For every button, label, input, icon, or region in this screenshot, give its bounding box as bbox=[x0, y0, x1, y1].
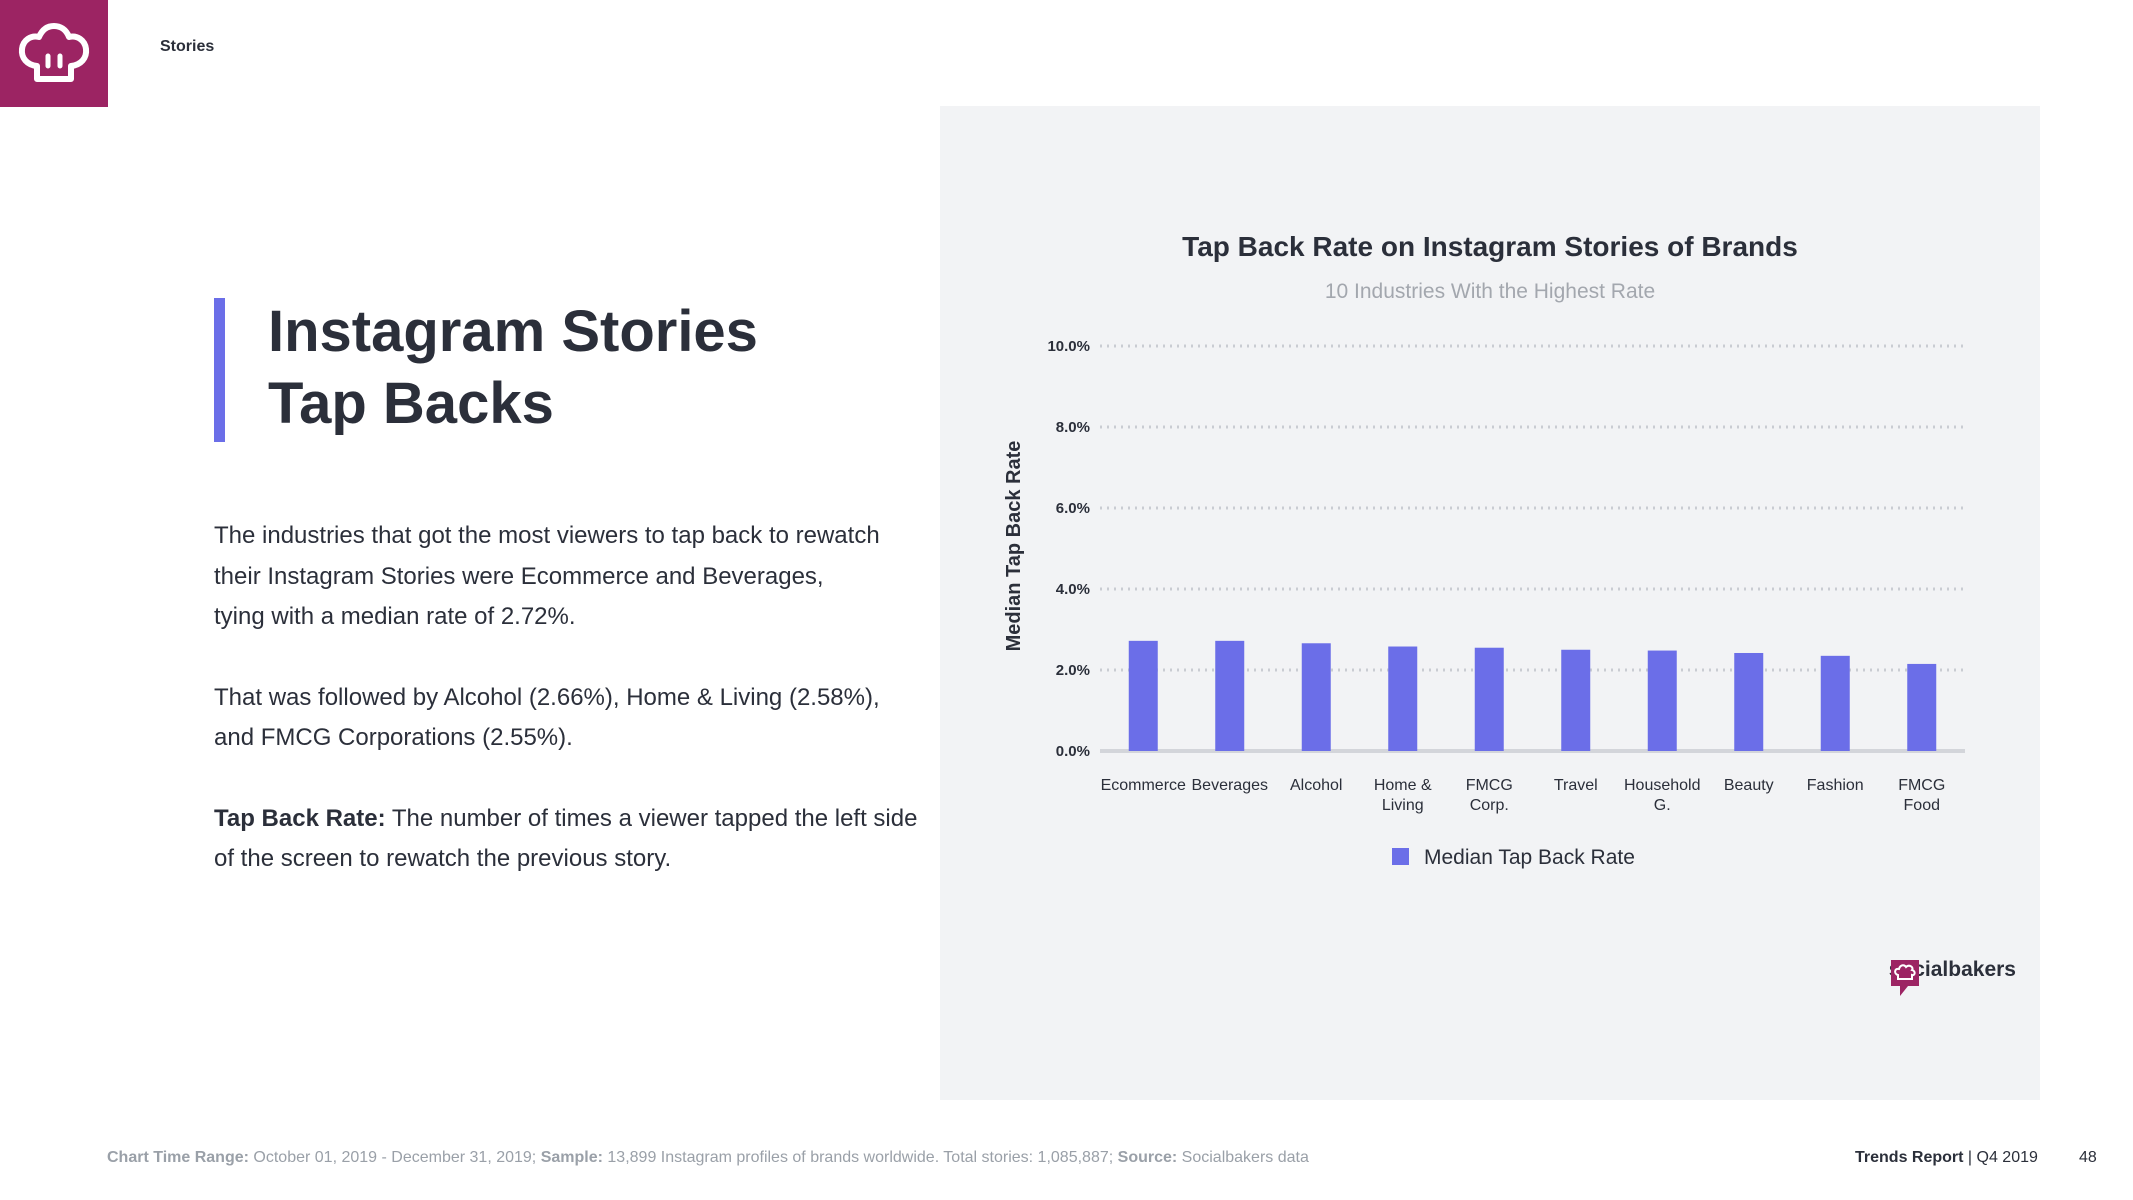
x-tick-label: Beauty bbox=[1724, 777, 1774, 794]
y-tick-label: 8.0% bbox=[1056, 419, 1090, 436]
footer-source-text: Socialbakers data bbox=[1181, 1149, 1309, 1166]
footer-range-label: Chart Time Range: bbox=[107, 1149, 249, 1166]
chart-subtitle: 10 Industries With the Highest Rate bbox=[1325, 280, 1655, 303]
definition-term: Tap Back Rate: bbox=[214, 804, 386, 832]
definition-text: The number of times a viewer tapped the … bbox=[391, 804, 918, 832]
y-tick-label: 10.0% bbox=[1047, 338, 1090, 355]
brand-logo: socialbakers bbox=[1888, 958, 2016, 996]
bar bbox=[1561, 649, 1591, 751]
bar bbox=[1734, 652, 1764, 751]
x-tick-label: Home & Living bbox=[1374, 777, 1432, 814]
paragraph-2-line: and FMCG Corporations (2.55%). bbox=[214, 724, 573, 751]
paragraph-1: The industries that got the most viewers… bbox=[214, 516, 934, 638]
y-axis-label: Median Tap Back Rate bbox=[1003, 441, 1025, 652]
chart-panel: Tap Back Rate on Instagram Stories of Br… bbox=[940, 106, 2040, 1100]
page-title-line-1: Instagram Stories bbox=[268, 299, 758, 364]
socialbakers-icon bbox=[1890, 960, 1919, 996]
paragraph-2-line: That was followed by Alcohol (2.66%), Ho… bbox=[214, 683, 880, 711]
bar bbox=[1907, 663, 1937, 751]
section-label: Stories bbox=[160, 38, 215, 55]
footer-source-label: Source: bbox=[1117, 1149, 1178, 1166]
brand-name: socialbakers bbox=[1888, 958, 2016, 981]
bar bbox=[1820, 655, 1850, 751]
paragraph-3: Tap Back Rate: The number of times a vie… bbox=[214, 799, 934, 880]
y-tick-label: 0.0% bbox=[1056, 743, 1090, 760]
footer-sample-label: Sample: bbox=[540, 1149, 603, 1166]
report-period: | Q4 2019 bbox=[1963, 1149, 2038, 1166]
footer-sample-text: 13,899 Instagram profiles of brands worl… bbox=[607, 1149, 1114, 1166]
paragraph-1-line: The industries that got the most viewers… bbox=[214, 522, 880, 549]
y-tick-label: 2.0% bbox=[1056, 662, 1090, 679]
paragraph-3-line: Tap Back Rate: The number of times a vie… bbox=[214, 799, 934, 840]
chef-hat-logo bbox=[0, 0, 108, 107]
x-tick-label: Beverages bbox=[1192, 777, 1269, 794]
y-tick-label: 4.0% bbox=[1056, 581, 1090, 598]
bar bbox=[1388, 646, 1418, 751]
page-number: 48 bbox=[2079, 1149, 2097, 1166]
paragraph-2: That was followed by Alcohol (2.66%), Ho… bbox=[214, 678, 934, 759]
chef-hat-icon bbox=[18, 22, 90, 82]
bar bbox=[1647, 650, 1677, 751]
bar bbox=[1215, 640, 1245, 751]
x-tick-label: FMCG Food bbox=[1898, 777, 1945, 814]
bar-chart: Tap Back Rate on Instagram Stories of Br… bbox=[1003, 231, 1965, 869]
x-tick-label: FMCG Corp. bbox=[1466, 777, 1513, 814]
page-title: Instagram Stories Tap Backs bbox=[268, 296, 758, 440]
footer-note: Chart Time Range: October 01, 2019 - Dec… bbox=[107, 1149, 1309, 1167]
legend-swatch bbox=[1392, 848, 1409, 865]
x-tick-label: Travel bbox=[1554, 777, 1598, 794]
bar bbox=[1474, 647, 1504, 751]
chart-title: Tap Back Rate on Instagram Stories of Br… bbox=[1182, 231, 1798, 262]
x-tick-label: Alcohol bbox=[1290, 777, 1342, 794]
paragraph-3-line: of the screen to rewatch the previous st… bbox=[214, 845, 672, 872]
body-text: The industries that got the most viewers… bbox=[214, 516, 934, 920]
x-tick-label: Fashion bbox=[1807, 777, 1864, 794]
report-name: Trends Report bbox=[1855, 1149, 1964, 1166]
report-label: Trends Report | Q4 2019 bbox=[1855, 1149, 2038, 1167]
x-tick-label: Ecommerce bbox=[1101, 777, 1186, 794]
bar bbox=[1301, 643, 1331, 751]
paragraph-1-line: tying with a median rate of 2.72%. bbox=[214, 603, 576, 630]
paragraph-1-line: their Instagram Stories were Ecommerce a… bbox=[214, 562, 824, 590]
legend-label: Median Tap Back Rate bbox=[1424, 846, 1635, 869]
bar bbox=[1128, 640, 1158, 751]
title-accent-bar bbox=[214, 298, 225, 442]
page-title-line-2: Tap Backs bbox=[268, 371, 554, 436]
y-tick-label: 6.0% bbox=[1056, 500, 1090, 517]
footer-range-text: October 01, 2019 - December 31, 2019; bbox=[253, 1149, 537, 1166]
x-tick-label: Household G. bbox=[1624, 777, 1701, 814]
